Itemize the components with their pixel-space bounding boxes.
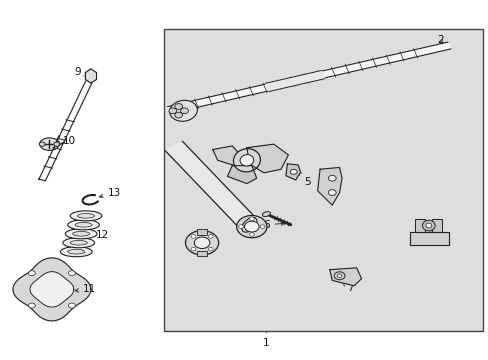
- Ellipse shape: [236, 216, 266, 238]
- Ellipse shape: [422, 220, 434, 231]
- Text: 3: 3: [199, 247, 206, 257]
- Ellipse shape: [333, 272, 344, 280]
- Circle shape: [28, 303, 35, 308]
- Text: 1: 1: [263, 338, 269, 348]
- Circle shape: [238, 225, 243, 228]
- Bar: [197, 229, 206, 235]
- Ellipse shape: [185, 230, 218, 255]
- Text: 10: 10: [56, 136, 76, 146]
- Polygon shape: [227, 166, 256, 184]
- Circle shape: [54, 142, 60, 146]
- Ellipse shape: [70, 211, 102, 221]
- Ellipse shape: [77, 213, 94, 218]
- Text: 2: 2: [436, 35, 443, 45]
- Text: 13: 13: [99, 188, 121, 198]
- Ellipse shape: [336, 274, 341, 278]
- Circle shape: [68, 303, 75, 308]
- Ellipse shape: [194, 237, 209, 248]
- Polygon shape: [431, 220, 441, 232]
- Polygon shape: [212, 146, 242, 166]
- Circle shape: [328, 175, 335, 181]
- Bar: [197, 251, 206, 256]
- Ellipse shape: [233, 149, 260, 172]
- Circle shape: [328, 190, 335, 195]
- Polygon shape: [414, 220, 424, 232]
- Circle shape: [208, 235, 213, 238]
- Polygon shape: [85, 69, 96, 83]
- Polygon shape: [167, 42, 450, 113]
- Polygon shape: [13, 258, 91, 321]
- Polygon shape: [285, 164, 300, 180]
- Ellipse shape: [244, 221, 259, 232]
- Circle shape: [39, 142, 45, 146]
- Circle shape: [249, 217, 254, 221]
- Circle shape: [249, 233, 254, 236]
- Circle shape: [180, 108, 188, 114]
- Ellipse shape: [73, 231, 89, 236]
- Text: 7: 7: [342, 282, 353, 293]
- Ellipse shape: [40, 138, 59, 150]
- Polygon shape: [409, 232, 448, 244]
- Ellipse shape: [240, 154, 253, 166]
- Text: 11: 11: [75, 284, 96, 294]
- Ellipse shape: [75, 222, 92, 227]
- Ellipse shape: [61, 247, 92, 257]
- Circle shape: [174, 104, 182, 109]
- Polygon shape: [246, 144, 288, 173]
- Circle shape: [174, 112, 182, 118]
- Circle shape: [191, 247, 196, 251]
- Bar: [163, 30, 483, 330]
- Polygon shape: [30, 272, 74, 307]
- Text: 9: 9: [75, 67, 87, 77]
- Circle shape: [168, 108, 176, 114]
- Circle shape: [290, 169, 297, 174]
- Ellipse shape: [169, 100, 197, 121]
- Ellipse shape: [241, 217, 257, 232]
- Ellipse shape: [262, 212, 270, 216]
- Circle shape: [208, 247, 213, 251]
- Ellipse shape: [68, 220, 99, 230]
- Text: 8: 8: [430, 229, 440, 239]
- Polygon shape: [39, 72, 96, 181]
- Polygon shape: [265, 71, 324, 91]
- Ellipse shape: [425, 223, 431, 228]
- Ellipse shape: [65, 229, 97, 239]
- Text: 5: 5: [298, 172, 310, 187]
- Circle shape: [68, 271, 75, 276]
- Ellipse shape: [63, 238, 94, 248]
- Text: 4: 4: [328, 186, 335, 203]
- Text: 6: 6: [263, 220, 284, 230]
- Circle shape: [191, 235, 196, 238]
- Circle shape: [260, 225, 264, 228]
- Circle shape: [28, 271, 35, 276]
- Ellipse shape: [70, 240, 87, 245]
- Ellipse shape: [68, 249, 84, 254]
- Text: 12: 12: [93, 230, 109, 239]
- Polygon shape: [317, 167, 341, 205]
- Polygon shape: [329, 268, 361, 286]
- Polygon shape: [164, 141, 258, 229]
